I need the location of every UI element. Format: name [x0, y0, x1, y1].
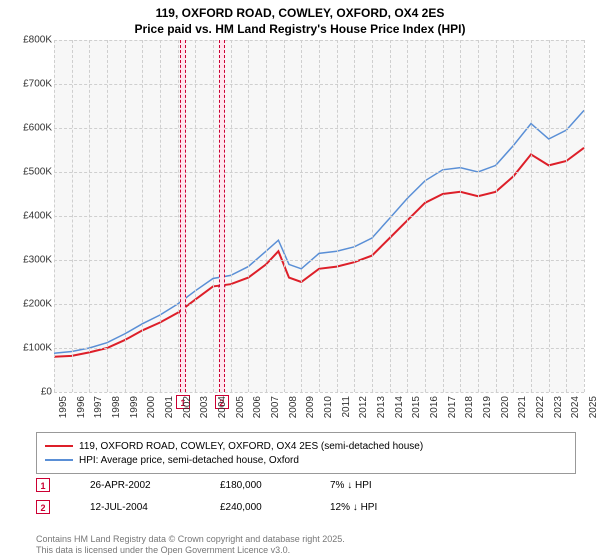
x-tick-label: 2020 — [500, 396, 511, 418]
x-tick-label: 2015 — [411, 396, 422, 418]
title-line1: 119, OXFORD ROAD, COWLEY, OXFORD, OX4 2E… — [0, 6, 600, 22]
y-tick-label: £600K — [23, 123, 52, 134]
y-tick-label: £700K — [23, 79, 52, 90]
x-tick-label: 2021 — [517, 396, 528, 418]
x-tick-label: 1996 — [76, 396, 87, 418]
x-tick-label: 2025 — [588, 396, 599, 418]
x-tick-label: 2000 — [146, 396, 157, 418]
footer-line2: This data is licensed under the Open Gov… — [36, 545, 345, 556]
y-tick-label: £500K — [23, 167, 52, 178]
legend-item: HPI: Average price, semi-detached house,… — [45, 453, 567, 467]
x-tick-label: 2007 — [270, 396, 281, 418]
x-tick-label: 2003 — [199, 396, 210, 418]
x-tick-label: 1999 — [129, 396, 140, 418]
marker-badge: 2 — [36, 500, 50, 514]
sale-delta: 12% ↓ HPI — [330, 502, 377, 513]
sale-price: £180,000 — [220, 480, 290, 491]
x-tick-label: 1995 — [58, 396, 69, 418]
title-line2: Price paid vs. HM Land Registry's House … — [0, 22, 600, 38]
x-tick-label: 2008 — [288, 396, 299, 418]
sale-date: 26-APR-2002 — [90, 480, 180, 491]
x-tick-label: 2018 — [464, 396, 475, 418]
legend-swatch — [45, 459, 73, 461]
x-tick-label: 2022 — [535, 396, 546, 418]
sale-row: 2 12-JUL-2004 £240,000 12% ↓ HPI — [36, 500, 377, 514]
x-tick-label: 2005 — [235, 396, 246, 418]
sale-row: 1 26-APR-2002 £180,000 7% ↓ HPI — [36, 478, 372, 492]
x-tick-label: 2024 — [570, 396, 581, 418]
legend-item: 119, OXFORD ROAD, COWLEY, OXFORD, OX4 2E… — [45, 439, 567, 453]
x-tick-label: 2016 — [429, 396, 440, 418]
x-tick-label: 2017 — [447, 396, 458, 418]
legend-label: HPI: Average price, semi-detached house,… — [79, 455, 299, 466]
sale-date: 12-JUL-2004 — [90, 502, 180, 513]
footer: Contains HM Land Registry data © Crown c… — [36, 534, 345, 556]
sale-price: £240,000 — [220, 502, 290, 513]
marker-badge: 1 — [36, 478, 50, 492]
x-tick-label: 2010 — [323, 396, 334, 418]
plot-area: 12 — [54, 40, 584, 392]
x-tick-label: 2023 — [553, 396, 564, 418]
x-tick-label: 2004 — [217, 396, 228, 418]
x-tick-label: 2019 — [482, 396, 493, 418]
x-tick-label: 2011 — [341, 396, 352, 418]
y-tick-label: £800K — [23, 35, 52, 46]
chart-container: 119, OXFORD ROAD, COWLEY, OXFORD, OX4 2E… — [0, 0, 600, 560]
x-tick-label: 2001 — [164, 396, 175, 418]
y-tick-label: £200K — [23, 299, 52, 310]
legend-label: 119, OXFORD ROAD, COWLEY, OXFORD, OX4 2E… — [79, 441, 423, 452]
y-tick-label: £300K — [23, 255, 52, 266]
chart-title: 119, OXFORD ROAD, COWLEY, OXFORD, OX4 2E… — [0, 0, 600, 37]
footer-line1: Contains HM Land Registry data © Crown c… — [36, 534, 345, 545]
x-tick-label: 2013 — [376, 396, 387, 418]
x-tick-label: 2002 — [182, 396, 193, 418]
y-tick-label: £100K — [23, 343, 52, 354]
legend-swatch — [45, 445, 73, 447]
x-tick-label: 2012 — [358, 396, 369, 418]
sale-delta: 7% ↓ HPI — [330, 480, 372, 491]
x-tick-label: 1998 — [111, 396, 122, 418]
x-tick-label: 2009 — [305, 396, 316, 418]
x-tick-label: 1997 — [93, 396, 104, 418]
y-tick-label: £0 — [41, 387, 52, 398]
y-tick-label: £400K — [23, 211, 52, 222]
legend: 119, OXFORD ROAD, COWLEY, OXFORD, OX4 2E… — [36, 432, 576, 474]
x-tick-label: 2006 — [252, 396, 263, 418]
x-tick-label: 2014 — [394, 396, 405, 418]
